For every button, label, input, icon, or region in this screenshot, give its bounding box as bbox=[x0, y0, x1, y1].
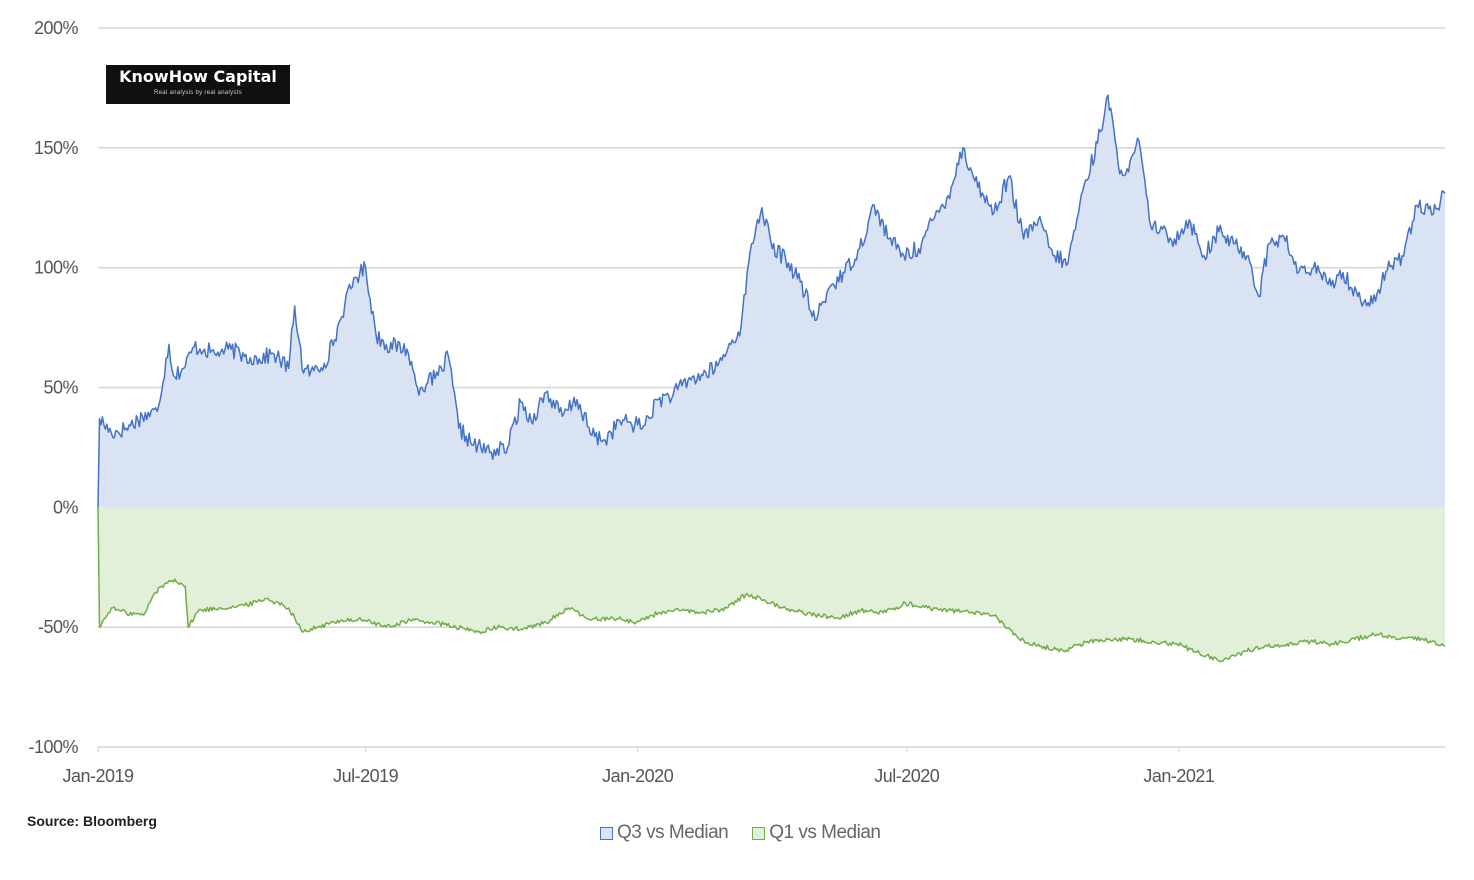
x-tick-label: Jan-2020 bbox=[602, 766, 674, 786]
y-tick-label: 150% bbox=[34, 138, 79, 158]
x-tick-label: Jul-2020 bbox=[874, 766, 940, 786]
y-axis-tick-labels: 200% 150% 100% 50% 0% -50% -100% bbox=[28, 18, 79, 757]
series-areas bbox=[98, 95, 1445, 662]
y-tick-label: -50% bbox=[38, 617, 79, 637]
source-note: Source: Bloomberg bbox=[27, 813, 157, 829]
x-tick-label: Jul-2019 bbox=[333, 766, 399, 786]
x-tick-label: Jan-2019 bbox=[62, 766, 134, 786]
logo-title: KnowHow Capital bbox=[119, 67, 277, 86]
y-tick-label: 50% bbox=[43, 378, 78, 398]
y-tick-label: -100% bbox=[28, 737, 78, 757]
logo-tagline: Real analysis by real analysts bbox=[153, 90, 243, 96]
series-lines bbox=[97, 94, 1446, 663]
legend-item-q3: Q3 vs Median bbox=[600, 822, 729, 844]
x-axis-tick-labels: Jan-2019 Jul-2019 Jan-2020 Jul-2020 Jan-2021 bbox=[62, 766, 1215, 786]
series-line bbox=[97, 507, 1446, 663]
legend-swatch-q3 bbox=[600, 826, 613, 840]
legend: Q3 vs Median Q1 vs Median bbox=[600, 822, 881, 844]
series-line bbox=[97, 94, 1446, 508]
legend-swatch-q1 bbox=[752, 826, 766, 840]
y-tick-label: 200% bbox=[34, 18, 79, 38]
legend-item-q1: Q1 vs Median bbox=[752, 822, 881, 844]
legend-label-q3: Q3 vs Median bbox=[617, 822, 729, 843]
legend-label-q1: Q1 vs Median bbox=[769, 822, 881, 843]
series-area bbox=[98, 507, 1445, 662]
y-tick-label: 0% bbox=[53, 497, 79, 517]
x-tick-label: Jan-2021 bbox=[1143, 766, 1215, 786]
knowhow-capital-logo: KnowHow Capital Real analysis by real an… bbox=[106, 65, 290, 104]
series-area bbox=[98, 95, 1445, 508]
y-tick-label: 100% bbox=[34, 258, 79, 278]
